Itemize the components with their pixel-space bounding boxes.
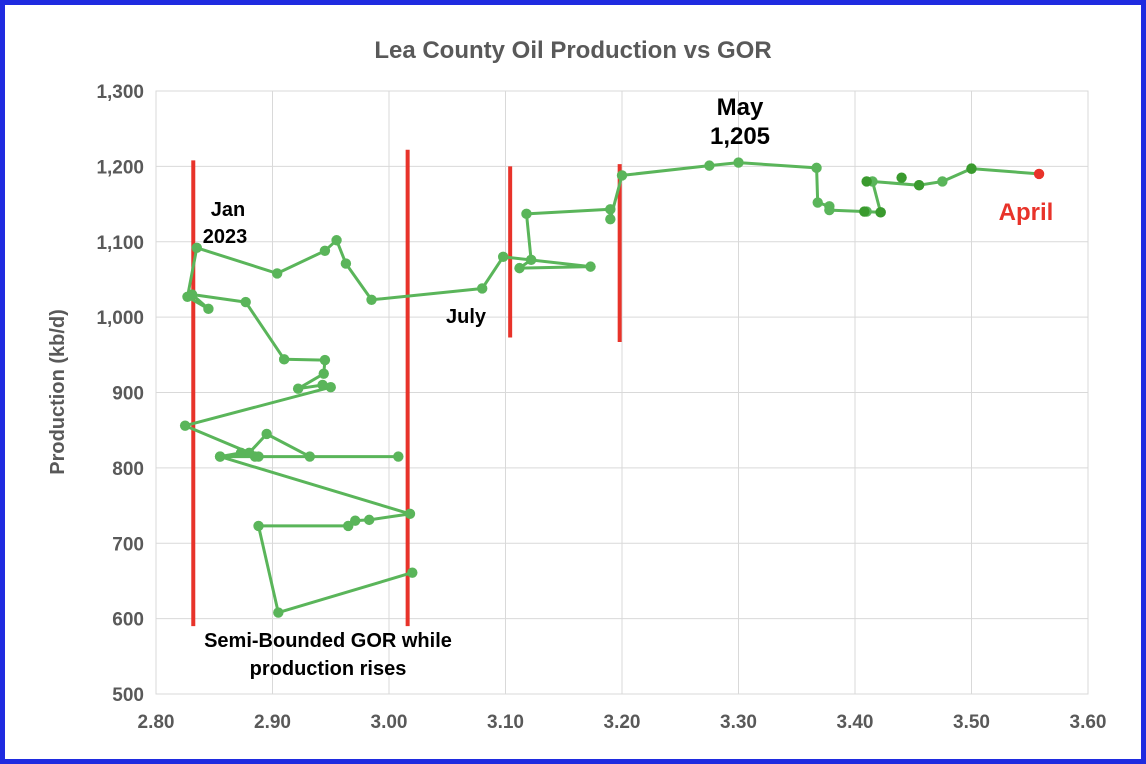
y-tick-label: 1,000 <box>96 308 144 329</box>
data-point <box>319 245 331 256</box>
annotation-jan-line2: 2023 <box>203 226 248 248</box>
data-point <box>203 303 214 315</box>
data-point <box>179 420 191 431</box>
y-tick-label: 1,100 <box>96 233 144 254</box>
data-point <box>273 607 284 618</box>
y-tick-label: 800 <box>112 459 144 480</box>
data-point <box>605 204 616 215</box>
data-point <box>616 170 628 181</box>
data-point <box>811 162 822 174</box>
data-point <box>407 567 418 578</box>
data-point <box>404 508 416 520</box>
data-point <box>393 451 404 462</box>
data-point <box>497 251 509 263</box>
annotation-jan-line1: Jan <box>211 199 245 221</box>
annotation-july: July <box>446 306 487 328</box>
data-point <box>824 204 835 216</box>
data-point-recent <box>859 206 870 217</box>
annotation-april: April <box>999 199 1054 226</box>
data-point <box>605 213 616 225</box>
data-point-recent <box>861 176 872 187</box>
x-tick-label: 3.60 <box>1070 712 1107 733</box>
data-point <box>317 379 328 391</box>
gor-bound-lines <box>191 149 622 627</box>
data-point <box>477 283 488 294</box>
y-tick-label: 600 <box>112 610 144 631</box>
annotation-semi-bounded-line2: production rises <box>250 658 407 680</box>
data-point-recent <box>896 172 907 183</box>
data-point <box>253 520 264 532</box>
x-tick-label: 3.00 <box>371 712 408 733</box>
data-point <box>937 176 948 187</box>
data-point-recent <box>875 207 886 218</box>
annotation-may-line2: 1,205 <box>710 123 770 150</box>
chart-title: Lea County Oil Production vs GOR <box>374 37 771 64</box>
x-tick-label: 3.20 <box>604 712 641 733</box>
data-point <box>271 268 283 279</box>
data-point <box>363 514 375 526</box>
data-point <box>261 428 272 440</box>
y-tick-label: 500 <box>112 685 144 706</box>
x-tick-label: 3.40 <box>837 712 874 733</box>
y-tick-label: 1,300 <box>96 82 144 103</box>
data-point-recent <box>913 180 925 191</box>
data-point <box>812 197 823 208</box>
data-point <box>340 258 352 269</box>
x-tick-label: 2.90 <box>254 712 291 733</box>
y-axis-ticks: 500 600 700 800 900 1,000 1,100 1,200 1,300 <box>96 82 144 706</box>
x-tick-label: 3.10 <box>487 712 524 733</box>
data-point <box>325 382 336 393</box>
x-tick-label: 2.80 <box>138 712 175 733</box>
y-tick-label: 700 <box>112 534 144 555</box>
data-point <box>366 294 377 305</box>
y-tick-label: 900 <box>112 384 144 405</box>
data-point <box>318 368 329 379</box>
data-point <box>292 383 304 394</box>
x-tick-label: 3.50 <box>953 712 990 733</box>
data-point <box>244 447 255 458</box>
x-axis-ticks: 2.80 2.90 3.00 3.10 3.20 3.30 3.40 3.50 3.60 <box>138 712 1107 733</box>
data-point <box>278 354 290 365</box>
data-point <box>253 451 264 462</box>
data-point <box>235 447 247 458</box>
data-point-april <box>1033 168 1045 180</box>
annotation-semi-bounded-line1: Semi-Bounded GOR while <box>204 630 452 652</box>
data-point <box>704 160 715 171</box>
x-tick-label: 3.30 <box>720 712 757 733</box>
data-point <box>319 354 331 366</box>
data-point <box>240 296 251 308</box>
data-point-recent <box>966 163 977 174</box>
data-point <box>733 157 744 168</box>
production-series <box>179 157 1045 618</box>
data-point <box>304 451 315 462</box>
annotation-may-line1: May <box>717 94 764 121</box>
data-point <box>525 254 537 266</box>
data-point <box>521 208 532 220</box>
y-axis-label: Production (kb/d) <box>47 309 69 475</box>
data-point <box>331 235 342 246</box>
data-point <box>350 515 361 526</box>
data-point <box>191 242 202 253</box>
data-point <box>214 451 226 462</box>
data-point <box>585 261 596 272</box>
y-tick-label: 1,200 <box>96 157 144 178</box>
data-point <box>182 291 193 302</box>
data-point <box>514 262 525 274</box>
